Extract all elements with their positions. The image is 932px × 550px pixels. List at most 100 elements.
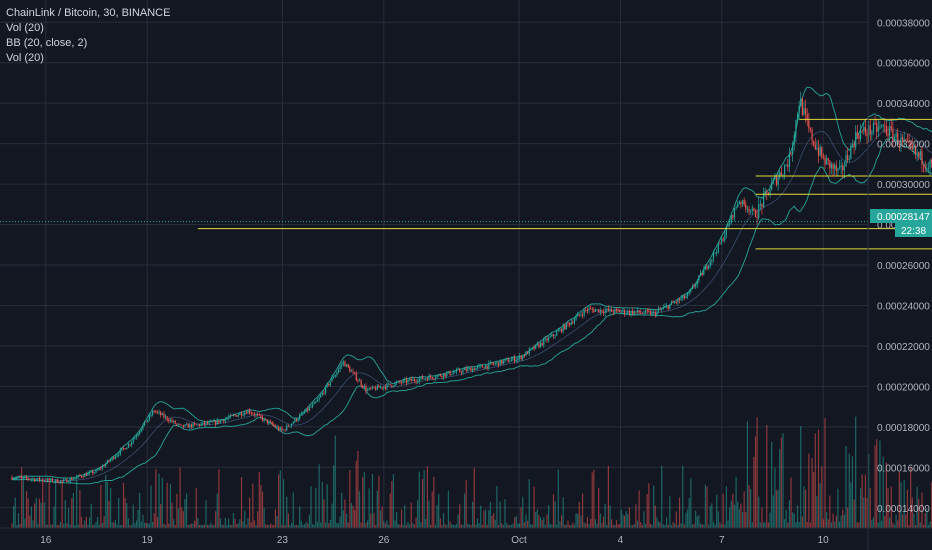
candle-body: [300, 413, 302, 416]
volume-bar: [425, 518, 427, 528]
volume-bar: [921, 492, 923, 528]
volume-bar: [612, 524, 614, 528]
volume-bar: [88, 517, 91, 528]
volume-bar: [447, 490, 449, 528]
volume-bar: [732, 493, 734, 528]
volume-bar: [108, 500, 110, 528]
volume-bar: [549, 523, 551, 528]
volume-bar: [97, 517, 99, 528]
volume-bar: [560, 515, 563, 528]
candle-body: [71, 478, 73, 480]
volume-indicator-label[interactable]: Vol (20): [6, 22, 44, 34]
candle-body: [497, 362, 500, 366]
volume-bar: [227, 518, 230, 528]
volume-bar: [847, 507, 849, 528]
volume-bar: [525, 514, 527, 528]
candle-body: [417, 381, 419, 383]
candle-body: [111, 457, 113, 460]
candle-body: [127, 444, 129, 448]
candle-body: [766, 191, 768, 193]
volume-indicator-label-2[interactable]: Vol (20): [6, 52, 44, 64]
candle-body: [772, 179, 774, 183]
candle-body: [680, 298, 682, 301]
candlestick-series: [11, 91, 932, 484]
volume-bar: [716, 494, 718, 528]
volume-bar: [644, 523, 647, 528]
volume-bar: [572, 522, 574, 528]
candle-body: [152, 411, 154, 416]
volume-bar: [882, 456, 884, 528]
volume-bar: [30, 506, 32, 528]
candle-body: [291, 423, 293, 427]
candle-body: [153, 411, 155, 412]
candle-body: [811, 129, 813, 142]
candle-body: [16, 477, 18, 479]
volume-bar: [261, 491, 264, 528]
candle-body: [826, 158, 828, 165]
volume-bar: [748, 484, 750, 528]
volume-bar: [76, 477, 78, 528]
candle-body: [531, 347, 534, 349]
volume-bar: [864, 474, 866, 528]
candle-body: [877, 127, 879, 132]
candle-body: [459, 369, 461, 372]
volume-bar: [699, 523, 702, 528]
candle-body: [13, 478, 15, 480]
volume-bar: [231, 524, 233, 528]
candle-body: [268, 421, 270, 424]
candle-body: [919, 151, 921, 157]
candle-body: [185, 424, 188, 426]
volume-bar: [239, 519, 241, 528]
candle-body: [830, 163, 833, 169]
candle-body: [342, 361, 344, 365]
volume-bar: [787, 522, 789, 528]
candle-body: [184, 424, 186, 428]
candle-body: [607, 308, 610, 311]
candle-body: [365, 386, 367, 391]
volume-bar: [187, 524, 189, 528]
time-axis[interactable]: 16192326Oct471014172124: [40, 535, 932, 546]
volume-bar: [638, 490, 640, 528]
candle-body: [362, 385, 364, 388]
volume-bar: [499, 501, 501, 528]
volume-bar: [216, 493, 218, 528]
volume-bar: [653, 485, 655, 528]
volume-bar: [885, 462, 888, 528]
volume-bar: [712, 521, 715, 528]
candle-body: [274, 425, 277, 428]
candle-body: [590, 308, 592, 310]
volume-bar: [373, 513, 375, 528]
candle-body: [58, 482, 60, 484]
candle-body: [507, 359, 509, 363]
volume-bar: [543, 517, 545, 528]
candle-body: [827, 158, 829, 161]
candle-body: [494, 363, 496, 365]
symbol-title[interactable]: ChainLink / Bitcoin, 30, BINANCE: [6, 7, 171, 19]
candle-body: [543, 339, 545, 346]
volume-bar: [326, 484, 328, 528]
candle-body: [687, 293, 689, 297]
volume-bar: [194, 520, 196, 528]
candle-body: [19, 476, 21, 478]
volume-bar: [685, 512, 687, 528]
bollinger-indicator-label[interactable]: BB (20, close, 2): [6, 37, 88, 49]
candle-body: [478, 365, 480, 367]
candle-body: [843, 166, 845, 171]
candle-body: [119, 449, 121, 455]
candle-body: [148, 415, 150, 420]
volume-bar: [77, 524, 79, 528]
volume-bar: [863, 497, 865, 528]
volume-bar: [901, 514, 904, 528]
candle-body: [620, 311, 622, 313]
candle-body: [61, 480, 63, 482]
candle-body: [21, 477, 23, 479]
candle-body: [56, 479, 58, 483]
candle-body: [858, 135, 860, 140]
candle-body: [729, 223, 731, 225]
volume-bar: [211, 524, 214, 528]
volume-bar: [421, 479, 424, 528]
candle-body: [276, 426, 278, 428]
candle-body: [656, 311, 658, 316]
volume-bar: [46, 524, 49, 528]
